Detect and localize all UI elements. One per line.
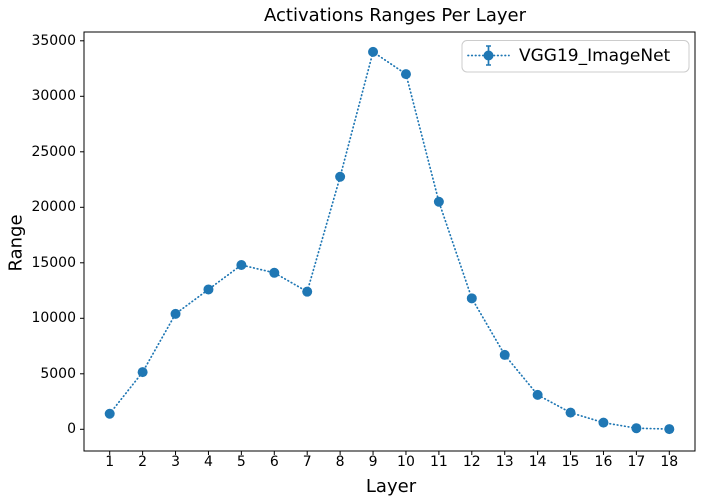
legend-series-label: VGG19_ImageNet [519, 46, 671, 66]
x-tick-label: 1 [105, 454, 115, 470]
data-point [236, 260, 247, 271]
x-tick-label: 16 [594, 454, 613, 470]
x-tick-label: 3 [171, 454, 180, 470]
x-tick-label: 8 [335, 454, 345, 470]
plot-border [83, 31, 696, 452]
x-tick-label: 2 [138, 454, 148, 470]
data-point [335, 171, 346, 182]
x-tick-label: 10 [397, 454, 415, 470]
data-line [108, 50, 671, 430]
y-tick-label: 10000 [31, 310, 76, 327]
x-tick-label: 18 [660, 454, 679, 470]
y-tick-label: 15000 [31, 254, 76, 271]
data-point [433, 196, 444, 207]
y-tick-label: 35000 [31, 32, 76, 49]
data-point [302, 286, 313, 297]
data-point [400, 69, 411, 80]
data-point [532, 389, 543, 400]
legend-box [461, 40, 690, 73]
y-tick-label: 0 [67, 421, 76, 438]
data-point [565, 407, 576, 418]
data-point [466, 293, 477, 304]
x-tick-label: 7 [302, 454, 312, 470]
x-tick-label: 4 [203, 454, 213, 470]
x-tick-label: 15 [561, 454, 580, 470]
data-point [598, 417, 609, 428]
data-point [664, 424, 675, 435]
legend-marker [483, 50, 494, 61]
data-point [137, 367, 148, 378]
chart-title: Activations Ranges Per Layer [264, 5, 526, 26]
data-point [104, 408, 115, 419]
data-point [170, 308, 181, 319]
x-tick-label: 11 [429, 454, 448, 470]
data-point [631, 423, 642, 434]
data-point [203, 284, 214, 295]
y-tick-label: 5000 [40, 365, 76, 382]
x-tick-label: 12 [462, 454, 481, 470]
x-tick-label: 9 [368, 454, 378, 470]
data-point [368, 46, 379, 57]
data-point [499, 349, 510, 360]
data-point [269, 267, 280, 278]
y-tick-label: 25000 [31, 143, 76, 160]
x-axis-label: Layer [365, 476, 417, 497]
y-tick-label: 30000 [31, 88, 76, 105]
x-tick-label: 6 [269, 454, 279, 470]
x-tick-label: 14 [528, 454, 547, 470]
x-tick-label: 13 [495, 454, 514, 470]
x-tick-label: 5 [236, 454, 246, 470]
x-tick-label: 17 [627, 454, 646, 470]
y-tick-label: 20000 [31, 199, 76, 216]
